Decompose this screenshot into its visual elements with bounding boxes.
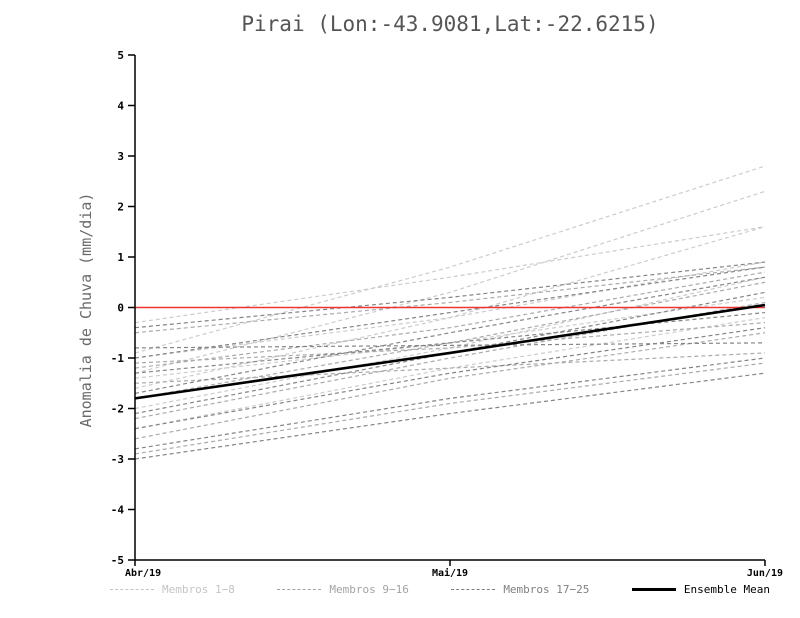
svg-text:Abr/19: Abr/19 (125, 568, 161, 579)
chart-title: Pirai (Lon:-43.9081,Lat:-22.6215) (241, 12, 659, 36)
legend-item-membros-1-8: Membros 1−8 (110, 583, 235, 596)
svg-text:-2: -2 (111, 403, 124, 416)
svg-text:-4: -4 (111, 504, 125, 517)
solid-line-sample-icon (631, 588, 676, 591)
svg-text:Mai/19: Mai/19 (432, 567, 468, 579)
legend: Membros 1−8 Membros 9−16 Membros 17−25 E… (110, 583, 770, 596)
svg-text:0: 0 (117, 302, 124, 315)
legend-item-ensemble-mean: Ensemble Mean (631, 583, 770, 596)
y-axis-label: Anomalia de Chuva (mm/dia) (77, 192, 95, 428)
svg-text:4: 4 (117, 100, 124, 113)
svg-text:-5: -5 (111, 554, 124, 567)
svg-text:-3: -3 (111, 453, 124, 466)
legend-label: Ensemble Mean (683, 583, 770, 596)
legend-label: Membros 9−16 (329, 583, 409, 596)
legend-item-membros-9-16: Membros 9−16 (277, 583, 409, 596)
svg-text:5: 5 (117, 49, 124, 62)
svg-text:2: 2 (117, 201, 124, 214)
svg-text:3: 3 (117, 150, 124, 163)
legend-item-membros-17-25: Membros 17−25 (451, 583, 589, 596)
dashed-line-sample-icon (110, 589, 154, 590)
svg-text:Jun/19: Jun/19 (747, 568, 783, 579)
svg-text:-1: -1 (111, 352, 125, 365)
legend-label: Membros 1−8 (162, 583, 235, 596)
svg-text:1: 1 (117, 251, 124, 264)
dashed-line-sample-icon (451, 589, 496, 590)
dashed-line-sample-icon (277, 589, 322, 590)
legend-label: Membros 17−25 (503, 583, 590, 596)
